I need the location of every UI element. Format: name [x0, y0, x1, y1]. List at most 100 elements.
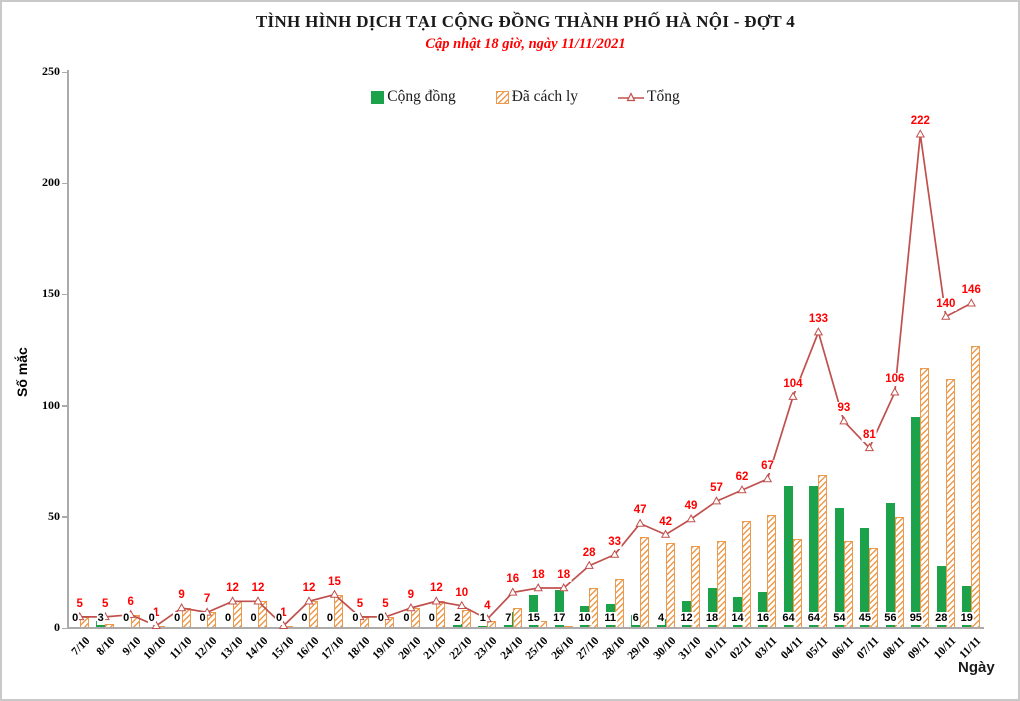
community-value-label: 0 [122, 612, 131, 625]
chart-subtitle: Cập nhật 18 giờ, ngày 11/11/2021 [425, 36, 626, 52]
community-value-label: 17 [552, 612, 567, 625]
green-square-icon [371, 90, 385, 104]
community-bar [758, 592, 768, 628]
total-value-label: 18 [556, 568, 572, 582]
y-axis-tick [62, 293, 67, 296]
community-value-label: 7 [504, 612, 513, 625]
community-value-label: 0 [376, 612, 385, 625]
community-value-label: 0 [325, 612, 335, 625]
community-value-label: 0 [427, 612, 436, 625]
total-value-label: 62 [734, 471, 750, 485]
x-axis-title: Ngày [958, 659, 995, 676]
total-value-label: 47 [632, 504, 648, 518]
community-value-label: 0 [402, 612, 411, 625]
y-axis-tick [62, 71, 67, 73]
community-value-label: 15 [526, 612, 541, 625]
total-value-label: 5 [101, 597, 110, 611]
community-value-label: 14 [730, 612, 745, 625]
total-value-label: 133 [807, 313, 830, 327]
total-value-label: 1 [151, 606, 161, 620]
total-value-label: 146 [960, 284, 982, 298]
legend-label-tong: Tổng [647, 88, 680, 105]
community-value-label: 3 [96, 612, 105, 625]
total-value-label: 104 [782, 377, 804, 391]
total-value-label: 81 [861, 428, 877, 442]
total-value-label: 33 [607, 535, 623, 549]
community-value-label: 0 [71, 612, 80, 625]
community-value-label: 0 [351, 612, 360, 625]
community-bar [911, 416, 921, 628]
community-bar [529, 594, 539, 628]
community-value-label: 0 [147, 612, 156, 625]
total-line-markers [75, 129, 976, 629]
community-bar [783, 485, 793, 628]
legend-item-cong-dong: Cộng đồng [371, 88, 456, 106]
legend-label-da-cach-ly: Đã cách ly [511, 88, 579, 105]
total-value-label: 10 [454, 586, 470, 600]
total-value-label: 222 [909, 115, 931, 129]
total-value-label: 12 [225, 582, 240, 596]
community-bar [554, 590, 564, 628]
total-value-label: 18 [530, 568, 546, 582]
y-axis-tick [62, 182, 67, 185]
total-value-label: 106 [884, 373, 906, 387]
total-value-label: 7 [202, 593, 212, 607]
community-value-label: 0 [249, 612, 258, 625]
community-value-label: 45 [857, 612, 872, 625]
community-value-label: 10 [577, 612, 592, 625]
community-bar [707, 587, 717, 628]
community-bar [860, 527, 870, 628]
community-bar [962, 585, 972, 628]
total-line [79, 134, 972, 627]
total-value-label: 5 [381, 597, 390, 611]
community-value-label: 19 [959, 612, 974, 625]
community-bar [885, 503, 895, 628]
community-value-label: 95 [908, 612, 923, 625]
community-value-label: 0 [300, 612, 309, 625]
community-bar [936, 565, 946, 628]
chart-legend: Cộng đồng Đã cách ly Tổng [67, 88, 984, 106]
total-value-label: 4 [483, 600, 492, 614]
y-axis-tick-label: 250 [42, 64, 60, 78]
community-value-label: 4 [657, 612, 666, 625]
total-value-label: 16 [505, 573, 521, 587]
total-value-label: 1 [279, 606, 288, 620]
legend-label-cong-dong: Cộng đồng [387, 88, 456, 105]
y-axis-tick [62, 627, 67, 629]
total-value-label: 49 [683, 500, 699, 514]
chart-title: TÌNH HÌNH DỊCH TẠI CỘNG ĐỒNG THÀNH PHỐ H… [255, 12, 796, 31]
y-axis-tick-label: 100 [42, 397, 60, 412]
total-value-label: 6 [126, 595, 135, 609]
total-value-label: 140 [935, 297, 957, 311]
total-value-label: 15 [327, 575, 342, 589]
community-value-label: 2 [453, 612, 462, 625]
total-value-label: 12 [428, 582, 444, 596]
hatched-square-icon [495, 90, 509, 104]
line-triangle-marker-icon [618, 91, 645, 101]
total-value-label: 67 [760, 459, 775, 473]
total-value-label: 5 [75, 597, 84, 611]
community-value-label: 11 [603, 612, 617, 625]
community-value-label: 12 [679, 612, 694, 625]
y-axis-tick-label: 150 [42, 286, 60, 301]
total-value-label: 9 [177, 588, 186, 602]
y-axis-tick [62, 405, 67, 407]
total-value-label: 42 [658, 515, 673, 529]
x-axis-line [67, 627, 984, 629]
total-value-label: 28 [581, 546, 597, 560]
community-value-label: 0 [173, 612, 182, 625]
community-value-label: 6 [631, 612, 640, 625]
y-axis-tick-label: 0 [54, 620, 60, 634]
community-value-label: 0 [274, 612, 284, 625]
community-value-label: 1 [478, 612, 487, 625]
community-value-label: 16 [755, 612, 771, 625]
total-value-label: 57 [709, 482, 724, 496]
community-value-label: 64 [781, 612, 796, 625]
total-value-label: 12 [301, 582, 317, 596]
community-value-label: 54 [832, 612, 847, 625]
community-value-label: 28 [934, 612, 949, 625]
total-value-label: 12 [250, 582, 266, 596]
y-axis-tick-label: 200 [42, 175, 60, 190]
community-value-label: 0 [224, 612, 233, 625]
